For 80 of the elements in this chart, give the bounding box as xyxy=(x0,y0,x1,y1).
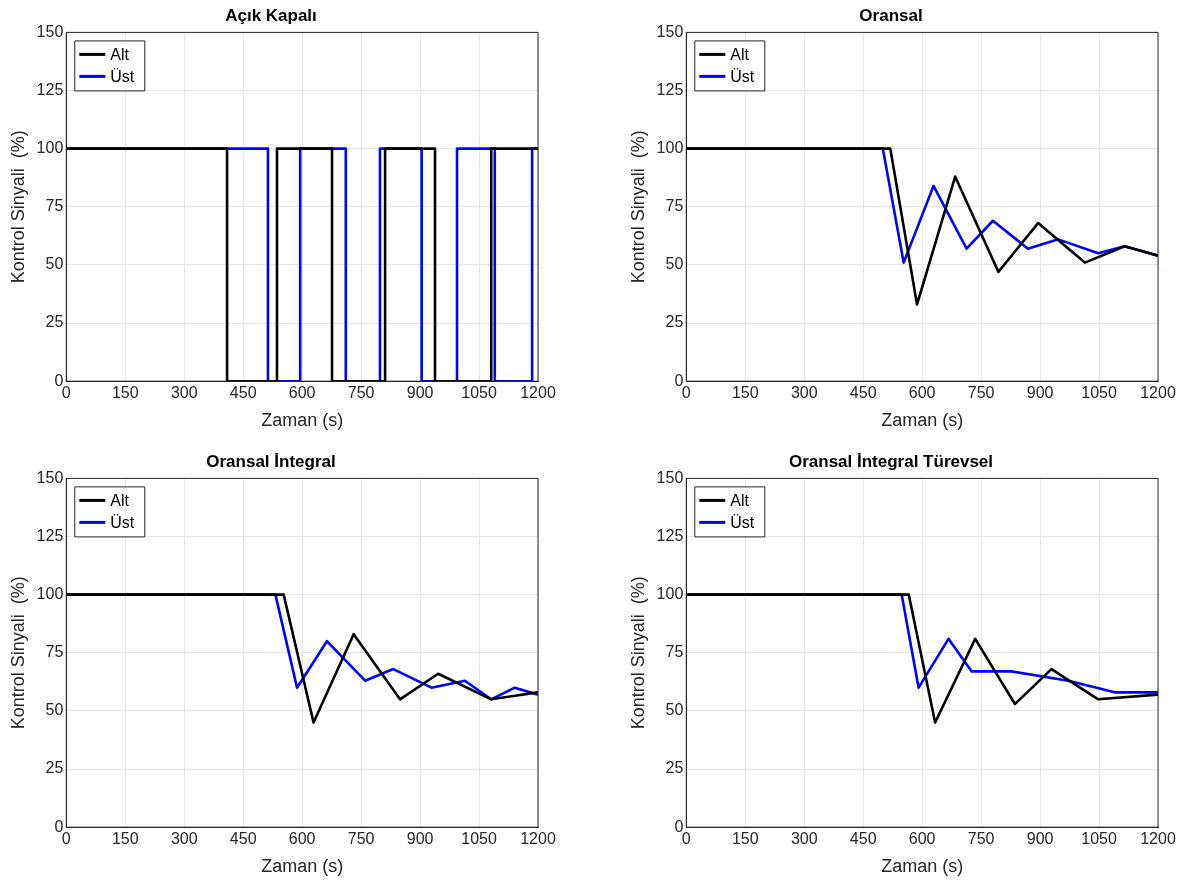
y-axis-title: Kontrol Sinyali (%) xyxy=(7,130,28,284)
y-tick-label: 125 xyxy=(36,80,64,98)
y-tick-label: 25 xyxy=(45,313,64,331)
y-tick-label: 0 xyxy=(674,817,684,835)
x-tick-label: 900 xyxy=(406,384,434,402)
y-axis-title: Kontrol Sinyali (%) xyxy=(7,576,28,730)
y-tick-label: 0 xyxy=(674,371,684,389)
y-tick-label: 25 xyxy=(665,759,684,777)
x-tick-label: 300 xyxy=(790,830,818,848)
x-tick-label: 750 xyxy=(347,830,375,848)
x-tick-label: 750 xyxy=(967,384,995,402)
y-tick-label: 125 xyxy=(656,526,684,544)
x-tick-label: 750 xyxy=(347,384,375,402)
x-axis-title: Zaman (s) xyxy=(881,410,964,431)
y-tick-label: 50 xyxy=(45,701,64,719)
x-tick-label: 450 xyxy=(849,830,877,848)
x-tick-label: 600 xyxy=(908,384,936,402)
y-axis-title: Kontrol Sinyali (%) xyxy=(627,130,648,284)
y-tick-label: 125 xyxy=(36,526,64,544)
y-tick-label: 100 xyxy=(656,139,684,157)
x-tick-label: 1050 xyxy=(1081,830,1117,848)
y-tick-label: 0 xyxy=(54,817,64,835)
x-tick-label: 900 xyxy=(1026,384,1054,402)
x-tick-label: 1200 xyxy=(520,830,556,848)
y-tick-label: 50 xyxy=(45,255,64,273)
x-tick-label: 900 xyxy=(1026,830,1054,848)
chart-title: Oransal İntegral xyxy=(206,451,336,471)
x-tick-label: 600 xyxy=(288,830,316,848)
x-tick-label: 450 xyxy=(229,384,257,402)
y-tick-label: 150 xyxy=(36,468,64,486)
legend-label: Üst xyxy=(730,513,755,531)
y-tick-label: 100 xyxy=(656,585,684,603)
x-tick-label: 150 xyxy=(111,830,139,848)
x-tick-label: 750 xyxy=(967,830,995,848)
y-axis-title: Kontrol Sinyali (%) xyxy=(627,576,648,730)
x-tick-label: 1200 xyxy=(1140,830,1176,848)
legend-label: Alt xyxy=(110,491,130,509)
legend-label: Üst xyxy=(110,67,135,85)
x-axis-title: Zaman (s) xyxy=(881,856,964,877)
y-tick-label: 75 xyxy=(45,643,64,661)
y-tick-label: 25 xyxy=(665,313,684,331)
y-tick-label: 125 xyxy=(656,80,684,98)
x-axis-title: Zaman (s) xyxy=(261,410,344,431)
x-tick-label: 1050 xyxy=(461,384,497,402)
x-tick-label: 150 xyxy=(731,384,759,402)
y-tick-label: 75 xyxy=(45,197,64,215)
legend-label: Alt xyxy=(110,45,130,63)
x-tick-label: 150 xyxy=(111,384,139,402)
x-tick-label: 600 xyxy=(908,830,936,848)
y-tick-label: 50 xyxy=(665,255,684,273)
y-tick-label: 150 xyxy=(656,22,684,40)
x-tick-label: 900 xyxy=(406,830,434,848)
y-tick-label: 150 xyxy=(36,22,64,40)
x-tick-label: 300 xyxy=(170,830,198,848)
x-tick-label: 1050 xyxy=(461,830,497,848)
y-tick-label: 25 xyxy=(45,759,64,777)
legend-label: Alt xyxy=(730,491,750,509)
y-tick-label: 100 xyxy=(36,585,64,603)
legend-label: Üst xyxy=(110,513,135,531)
x-tick-label: 450 xyxy=(849,384,877,402)
x-tick-label: 300 xyxy=(170,384,198,402)
y-tick-label: 150 xyxy=(656,468,684,486)
chart-title: Oransal xyxy=(859,5,923,25)
y-tick-label: 75 xyxy=(665,197,684,215)
x-tick-label: 1050 xyxy=(1081,384,1117,402)
y-tick-label: 50 xyxy=(665,701,684,719)
chart-title: Açık Kapalı xyxy=(225,5,317,25)
x-tick-label: 450 xyxy=(229,830,257,848)
y-tick-label: 100 xyxy=(36,139,64,157)
x-tick-label: 600 xyxy=(288,384,316,402)
x-tick-label: 1200 xyxy=(520,384,556,402)
legend-label: Alt xyxy=(730,45,750,63)
x-tick-label: 300 xyxy=(790,384,818,402)
y-tick-label: 75 xyxy=(665,643,684,661)
x-axis-title: Zaman (s) xyxy=(261,856,344,877)
y-tick-label: 0 xyxy=(54,371,64,389)
x-tick-label: 150 xyxy=(731,830,759,848)
x-tick-label: 1200 xyxy=(1140,384,1176,402)
chart-title: Oransal İntegral Türevsel xyxy=(788,451,994,471)
legend-label: Üst xyxy=(730,67,755,85)
